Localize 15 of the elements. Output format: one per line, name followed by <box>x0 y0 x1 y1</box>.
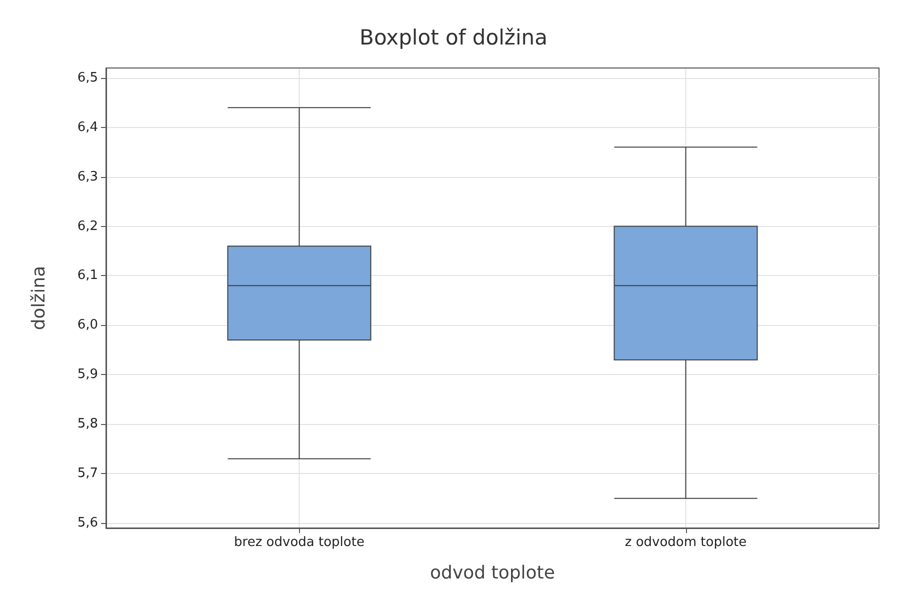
y-tick-label: 5,8 <box>77 416 98 432</box>
x-tick-label: brez odvoda toplote <box>234 535 364 550</box>
x-tick-label: z odvodom toplote <box>624 535 747 550</box>
y-tick-label: 6,4 <box>77 120 98 135</box>
y-tick-label: 6,1 <box>77 268 98 284</box>
y-tick-label: 6,0 <box>77 318 98 333</box>
y-tick-label: 6,3 <box>77 169 98 184</box>
y-tick-label: 6,5 <box>77 70 98 86</box>
y-tick-label: 5,9 <box>77 367 98 382</box>
chart-title: Boxplot of dolžina <box>360 26 548 50</box>
y-axis-title: dolžina <box>28 266 50 330</box>
x-axis-title: odvod toplote <box>430 562 555 584</box>
y-tick-label: 5,6 <box>77 516 98 531</box>
y-tick-label: 5,7 <box>77 466 98 482</box>
y-tick-label: 6,2 <box>77 218 98 234</box>
